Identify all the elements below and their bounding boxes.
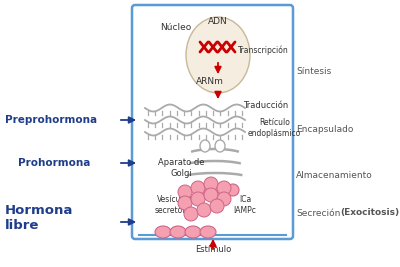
Text: Traducción: Traducción [243,100,288,109]
Text: Almacenamiento: Almacenamiento [296,171,373,179]
Circle shape [178,196,192,210]
Text: Vesículas
secretoras: Vesículas secretoras [155,195,195,215]
Text: Síntesis: Síntesis [296,68,331,77]
Text: Estímulo: Estímulo [195,245,231,254]
Ellipse shape [200,226,216,238]
Text: Hormona
libre: Hormona libre [5,204,73,232]
Circle shape [201,184,213,196]
Circle shape [184,207,198,221]
Circle shape [191,181,205,195]
Circle shape [204,177,218,191]
Text: Preprohormona: Preprohormona [5,115,97,125]
Circle shape [191,192,205,206]
Circle shape [204,188,218,202]
Ellipse shape [200,140,210,152]
Circle shape [178,185,192,199]
Text: Aparato de
Golgi: Aparato de Golgi [158,158,204,178]
Text: Núcleo: Núcleo [160,23,191,33]
Text: (Exocitosis): (Exocitosis) [340,209,399,218]
Text: Transcripción: Transcripción [238,45,289,55]
Text: Secreción: Secreción [296,209,340,218]
Text: Prohormona: Prohormona [18,158,90,168]
Circle shape [227,184,239,196]
Circle shape [217,181,231,195]
Ellipse shape [185,226,201,238]
Circle shape [214,184,226,196]
Text: ICa
IAMPc: ICa IAMPc [234,195,256,215]
Ellipse shape [215,140,225,152]
Text: Encapsulado: Encapsulado [296,125,353,135]
Text: ARNm: ARNm [196,77,224,87]
Circle shape [217,192,231,206]
Ellipse shape [170,226,186,238]
Ellipse shape [186,17,250,93]
Circle shape [197,203,211,217]
Ellipse shape [155,226,171,238]
Text: Retículo
endoplásmico: Retículo endoplásmico [248,118,301,138]
Text: ADN: ADN [208,18,228,26]
Circle shape [210,199,224,213]
FancyBboxPatch shape [132,5,293,239]
